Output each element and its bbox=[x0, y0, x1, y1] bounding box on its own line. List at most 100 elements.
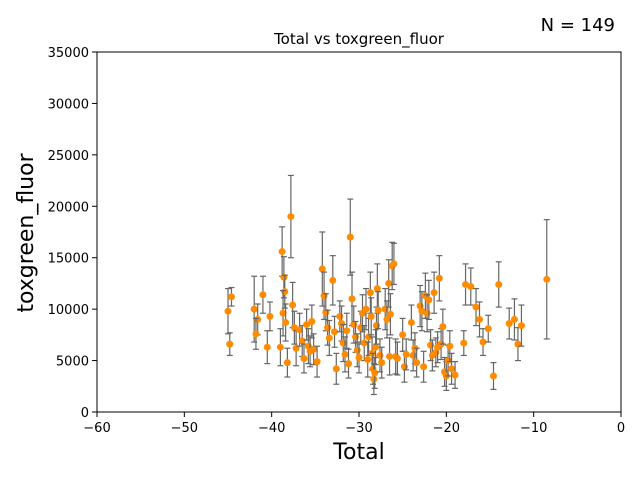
point-marker bbox=[420, 363, 428, 371]
y-axis-label: toxgreen_fluor bbox=[14, 152, 39, 312]
data-point bbox=[308, 304, 316, 339]
data-point bbox=[345, 348, 353, 379]
data-point bbox=[495, 261, 503, 308]
point-marker bbox=[373, 285, 381, 293]
point-marker bbox=[310, 345, 318, 353]
x-tick-label: −30 bbox=[345, 421, 372, 436]
point-marker bbox=[227, 293, 235, 301]
point-marker bbox=[489, 372, 497, 380]
point-marker bbox=[259, 291, 267, 299]
point-marker bbox=[543, 275, 551, 283]
point-marker bbox=[435, 274, 443, 282]
data-point bbox=[281, 274, 289, 309]
point-marker bbox=[331, 328, 339, 336]
point-marker bbox=[339, 339, 347, 347]
point-marker bbox=[341, 350, 349, 358]
y-tick-label: 20000 bbox=[48, 200, 89, 215]
x-tick-label: −50 bbox=[171, 421, 198, 436]
point-marker bbox=[444, 357, 452, 365]
data-point bbox=[348, 271, 356, 327]
data-point bbox=[332, 352, 340, 385]
data-point bbox=[364, 341, 372, 378]
data-point bbox=[226, 332, 234, 357]
point-marker bbox=[413, 359, 421, 367]
data-point bbox=[451, 361, 459, 389]
data-point bbox=[370, 363, 378, 396]
data-point bbox=[517, 304, 525, 347]
data-point bbox=[346, 198, 354, 276]
x-axis-label: Total bbox=[332, 440, 384, 465]
point-marker bbox=[367, 312, 375, 320]
data-point bbox=[313, 345, 321, 378]
point-marker bbox=[385, 279, 393, 287]
point-marker bbox=[263, 343, 271, 351]
point-marker bbox=[303, 321, 311, 329]
point-marker bbox=[289, 301, 297, 309]
point-marker bbox=[366, 289, 374, 297]
data-point bbox=[409, 339, 417, 372]
point-marker bbox=[430, 289, 438, 297]
data-point bbox=[341, 336, 349, 373]
point-marker bbox=[451, 371, 459, 379]
data-point bbox=[393, 341, 401, 376]
point-marker bbox=[462, 280, 470, 288]
data-point bbox=[372, 329, 380, 366]
point-marker bbox=[479, 338, 487, 346]
point-marker bbox=[254, 315, 262, 323]
data-point bbox=[399, 317, 407, 352]
point-marker bbox=[378, 359, 386, 367]
data-point bbox=[338, 305, 346, 342]
point-marker bbox=[476, 315, 484, 323]
point-marker bbox=[313, 358, 321, 366]
point-marker bbox=[350, 321, 358, 329]
sample-count-annotation: N = 149 bbox=[541, 15, 615, 36]
point-marker bbox=[364, 356, 372, 364]
point-marker bbox=[276, 343, 284, 351]
data-point bbox=[462, 263, 470, 306]
data-point bbox=[430, 271, 438, 314]
markers-layer bbox=[224, 174, 551, 396]
data-point bbox=[259, 275, 267, 314]
data-point bbox=[278, 226, 286, 277]
data-point bbox=[371, 356, 379, 389]
point-marker bbox=[325, 334, 333, 342]
point-marker bbox=[360, 339, 368, 347]
point-marker bbox=[467, 283, 475, 291]
data-point bbox=[287, 174, 295, 259]
data-point bbox=[390, 242, 398, 286]
point-marker bbox=[282, 319, 290, 327]
data-point bbox=[386, 337, 394, 376]
point-marker bbox=[290, 324, 298, 332]
point-marker bbox=[374, 306, 382, 314]
point-marker bbox=[287, 213, 295, 221]
x-tick-label: −20 bbox=[433, 421, 460, 436]
point-marker bbox=[308, 317, 316, 325]
point-marker bbox=[332, 365, 340, 373]
data-point bbox=[425, 279, 433, 321]
point-marker bbox=[423, 309, 431, 317]
data-point bbox=[282, 303, 290, 342]
x-axis: −60 −50 −40 −30 −20 −10 0 bbox=[83, 412, 625, 436]
point-marker bbox=[376, 351, 384, 359]
x-tick-label: −10 bbox=[520, 421, 547, 436]
point-marker bbox=[472, 303, 480, 311]
data-point bbox=[283, 347, 291, 378]
data-point bbox=[303, 308, 311, 341]
data-point bbox=[418, 291, 426, 332]
data-point bbox=[289, 281, 297, 329]
point-marker bbox=[371, 369, 379, 377]
y-axis: 0 5000 10000 15000 20000 25000 30000 35000 bbox=[48, 46, 97, 421]
data-point bbox=[373, 263, 381, 314]
point-marker bbox=[355, 353, 363, 361]
data-point bbox=[479, 328, 487, 357]
data-point bbox=[460, 330, 468, 357]
data-point bbox=[292, 330, 300, 367]
point-marker bbox=[279, 309, 287, 317]
data-point bbox=[227, 286, 235, 307]
data-point bbox=[385, 259, 393, 308]
point-marker bbox=[338, 320, 346, 328]
y-tick-label: 5000 bbox=[56, 355, 89, 370]
data-point bbox=[476, 301, 484, 338]
point-marker bbox=[407, 319, 415, 327]
point-marker bbox=[386, 310, 394, 318]
